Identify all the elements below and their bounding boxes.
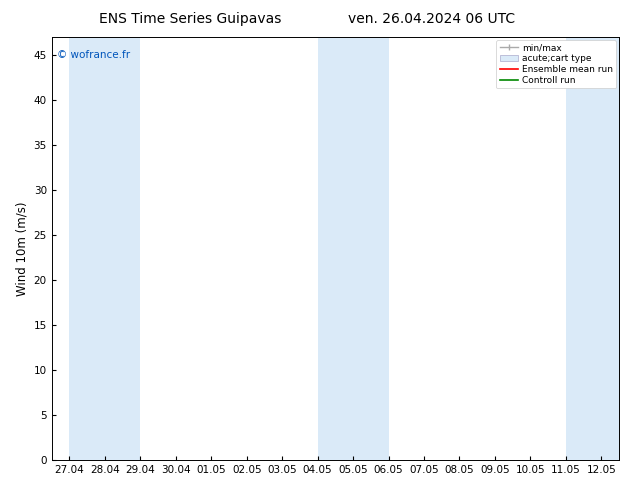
Legend: min/max, acute;cart type, Ensemble mean run, Controll run: min/max, acute;cart type, Ensemble mean … xyxy=(496,40,616,88)
Bar xyxy=(318,37,389,460)
Text: ENS Time Series Guipavas: ENS Time Series Guipavas xyxy=(99,12,281,26)
Text: ven. 26.04.2024 06 UTC: ven. 26.04.2024 06 UTC xyxy=(347,12,515,26)
Bar xyxy=(69,37,140,460)
Y-axis label: Wind 10m (m/s): Wind 10m (m/s) xyxy=(15,201,28,296)
Bar xyxy=(566,37,619,460)
Text: © wofrance.fr: © wofrance.fr xyxy=(57,50,131,60)
